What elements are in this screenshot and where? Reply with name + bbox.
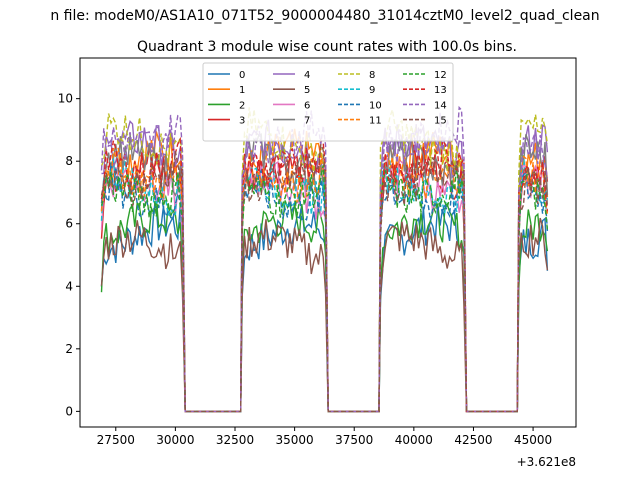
x-tick-label: 35000	[276, 433, 314, 447]
series-line-15	[100, 143, 549, 413]
legend-label-5: 5	[304, 85, 310, 96]
x-tick-label: 37500	[335, 433, 373, 447]
x-axis: 27500 30000 32500 35000 37500 40000 42500 45000	[97, 427, 552, 447]
series-line-5	[100, 217, 549, 413]
y-tick-label: 6	[65, 217, 73, 231]
y-tick-label: 4	[65, 279, 73, 293]
x-tick-label: 32500	[216, 433, 254, 447]
plot-frame	[79, 57, 577, 428]
legend-label-11: 11	[369, 116, 382, 127]
legend-label-2: 2	[239, 100, 245, 111]
legend-label-4: 4	[304, 70, 310, 81]
y-tick-label: 0	[65, 404, 73, 418]
legend-label-6: 6	[304, 100, 310, 111]
legend-label-13: 13	[434, 85, 447, 96]
series-layer	[100, 105, 549, 413]
x-offset-label: +3.621e8	[517, 455, 576, 469]
legend-label-0: 0	[239, 70, 245, 81]
legend-label-1: 1	[239, 85, 245, 96]
chart-title: Quadrant 3 module wise count rates with …	[137, 39, 517, 55]
figure-suptitle: n file: modeM0/AS1A10_071T52_9000004480_…	[50, 8, 599, 24]
x-tick-label: 27500	[97, 433, 135, 447]
series-line-10	[100, 162, 549, 413]
y-axis: 0 2 4 6 8 10	[58, 92, 80, 418]
legend-label-12: 12	[434, 70, 447, 81]
y-tick-label: 8	[65, 154, 73, 168]
legend-label-10: 10	[369, 100, 382, 111]
legend-label-14: 14	[434, 100, 447, 111]
series-line-12	[100, 164, 549, 413]
y-tick-label: 2	[65, 342, 73, 356]
x-tick-label: 30000	[156, 433, 194, 447]
series-line-13	[100, 136, 549, 413]
series-line-2	[100, 198, 549, 413]
x-tick-label: 42500	[454, 433, 492, 447]
legend-label-9: 9	[369, 85, 375, 96]
x-tick-label: 40000	[395, 433, 433, 447]
x-tick-label: 45000	[514, 433, 552, 447]
legend-label-7: 7	[304, 116, 310, 127]
legend-label-15: 15	[434, 116, 447, 127]
legend-box	[202, 62, 454, 142]
legend-label-8: 8	[369, 70, 375, 81]
legend-label-3: 3	[239, 116, 245, 127]
y-tick-label: 10	[58, 92, 73, 106]
